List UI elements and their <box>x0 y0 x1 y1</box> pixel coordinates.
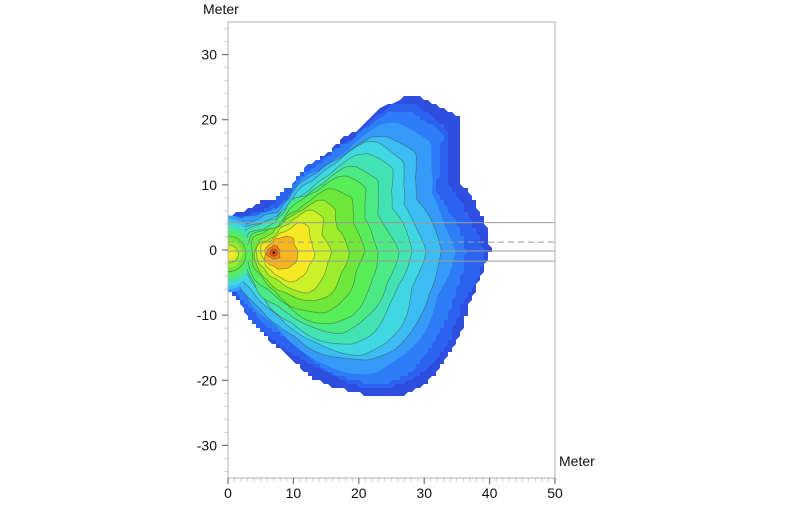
x-tick-label: 0 <box>224 485 232 501</box>
y-tick-label: 10 <box>201 177 217 193</box>
source-point-marker <box>272 251 276 255</box>
y-tick-label: -10 <box>197 307 217 323</box>
y-axis-title: Meter <box>203 1 239 17</box>
y-tick-label: -30 <box>197 437 217 453</box>
x-tick-label: 20 <box>351 485 367 501</box>
x-tick-label: 40 <box>482 485 498 501</box>
x-tick-label: 30 <box>416 485 432 501</box>
y-tick-label: 30 <box>201 47 217 63</box>
x-tick-label: 50 <box>547 485 563 501</box>
y-tick-label: 20 <box>201 112 217 128</box>
y-tick-label: -20 <box>197 372 217 388</box>
x-tick-label: 10 <box>286 485 302 501</box>
x-axis-title: Meter <box>559 453 595 469</box>
contour-field <box>228 96 492 396</box>
y-tick-label: 0 <box>209 242 217 258</box>
